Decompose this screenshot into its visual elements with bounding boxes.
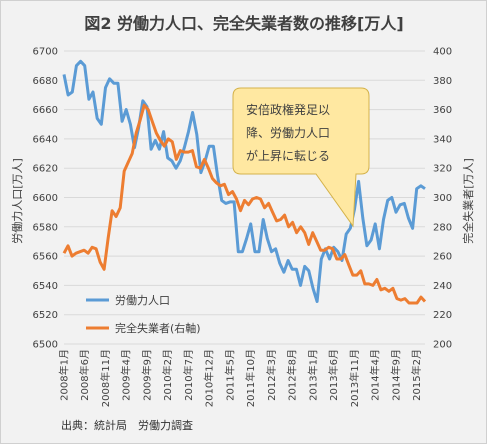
left-tick-label: 6560: [33, 252, 58, 263]
callout-bubble: [232, 87, 370, 228]
series-line-labor-force: [62, 59, 426, 303]
left-tick-label: 6620: [33, 164, 58, 175]
right-tick-label: 340: [433, 134, 452, 145]
right-tick-label: 300: [433, 193, 452, 204]
right-axis-label: 完全失業者[万人]: [461, 158, 475, 244]
x-tick-label: 2010年2月: [161, 349, 174, 401]
callout: 安倍政権発足以 降、労働力人口 が上昇に転じる: [232, 87, 370, 228]
left-tick-label: 6520: [33, 310, 58, 321]
right-tick-label: 320: [433, 164, 452, 175]
x-tick-label: 2010年7月: [182, 349, 195, 401]
x-tick-label: 2008年1月: [58, 349, 71, 401]
left-tick-label: 6600: [33, 193, 58, 204]
right-tick-label: 380: [433, 76, 452, 87]
left-tick-label: 6500: [33, 340, 58, 351]
x-tick-label: 2013年1月: [306, 349, 319, 401]
right-tick-label: 240: [433, 281, 452, 292]
right-tick-label: 400: [433, 47, 452, 58]
right-tick-label: 260: [433, 252, 452, 263]
left-tick-label: 6680: [33, 76, 58, 87]
left-axis-label: 労働力人口[万人]: [10, 158, 24, 244]
left-tick-label: 6540: [33, 281, 58, 292]
x-tick-label: 2008年11月: [99, 349, 112, 407]
left-tick-label: 6700: [33, 47, 58, 58]
right-axis-ticks: 200 220 240 260 280 300 320 340 360 380 400: [433, 47, 452, 351]
callout-line-3: が上昇に転じる: [246, 148, 330, 163]
x-tick-label: 2014年9月: [389, 349, 402, 401]
x-tick-label: 2010年12月: [203, 349, 216, 407]
x-tick-label: 2013年6月: [327, 349, 340, 401]
right-tick-label: 360: [433, 105, 452, 116]
x-tick-label: 2015年2月: [410, 349, 423, 401]
x-tick-label: 2009年4月: [120, 349, 133, 401]
left-axis-ticks: 6500 6520 6540 6560 6580 6600 6620 6640 6660 6680…: [33, 47, 58, 351]
x-tick-label: 2011年10月: [244, 349, 257, 407]
callout-line-2: 降、労働力人口: [246, 126, 330, 140]
left-tick-label: 6640: [33, 134, 58, 145]
x-tick-label: 2012年3月: [265, 349, 278, 401]
x-tick-label: 2011年5月: [223, 349, 236, 401]
x-tick-label: 2014年4月: [369, 349, 382, 401]
x-axis-ticks: 2008年1月 2008年6月 2008年11月 2009年4月 2009年9月 2010…: [58, 349, 424, 407]
right-tick-label: 200: [433, 340, 452, 351]
x-tick-label: 2013年11月: [348, 349, 361, 407]
x-tick-label: 2009年9月: [140, 349, 153, 401]
series-line-unemployed: [62, 103, 427, 305]
right-tick-label: 280: [433, 222, 452, 233]
x-tick-label: 2012年8月: [286, 349, 299, 401]
right-tick-label: 220: [433, 310, 452, 321]
left-tick-label: 6660: [33, 105, 58, 116]
legend-label-unemployed: 完全失業者(右軸): [115, 321, 201, 335]
series-layer: [62, 59, 427, 305]
chart-title: 図2 労働力人口、完全失業者数の推移[万人]: [84, 14, 403, 33]
x-tick-label: 2008年6月: [78, 349, 91, 401]
legend-label-labor-force: 労働力人口: [115, 293, 170, 307]
source-note: 出典：統計局 労働力調査: [61, 418, 193, 432]
callout-line-1: 安倍政権発足以: [246, 102, 330, 117]
left-tick-label: 6580: [33, 222, 58, 233]
legend: 労働力人口 完全失業者(右軸): [86, 293, 201, 335]
